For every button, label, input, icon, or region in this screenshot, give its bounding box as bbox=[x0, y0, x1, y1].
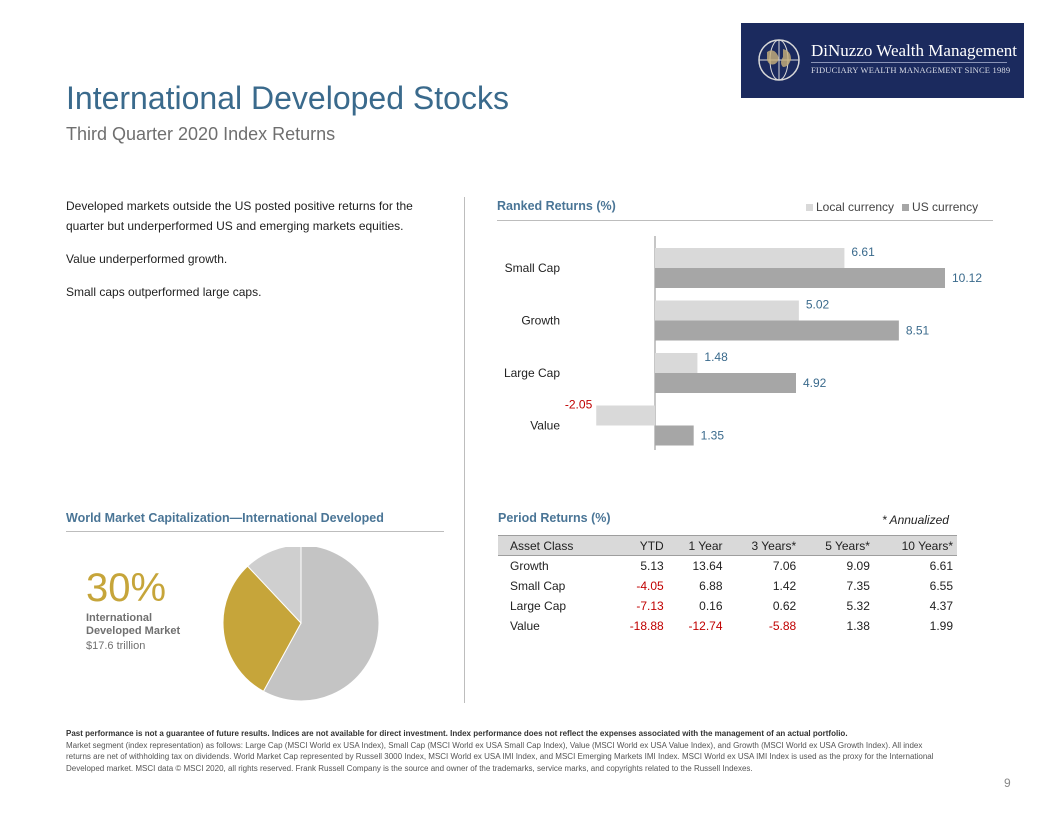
return-cell: -12.74 bbox=[688, 619, 723, 633]
return-cell: 6.61 bbox=[929, 559, 953, 573]
return-cell: -7.13 bbox=[636, 599, 664, 613]
ranked-returns-chart: Small Cap 6.61 10.12 Growth 5.02 8.51 Large Ca… bbox=[504, 236, 982, 450]
category-label: Small Cap bbox=[505, 261, 561, 275]
data-label: 4.92 bbox=[803, 376, 827, 390]
market-cap-label-line: International bbox=[86, 612, 153, 624]
bar-local bbox=[655, 353, 698, 373]
summary-paragraph: Small caps outperformed large caps. bbox=[66, 285, 262, 299]
data-label: 1.48 bbox=[704, 350, 728, 364]
pie-slice bbox=[246, 547, 302, 625]
page-number: 9 bbox=[1004, 776, 1011, 790]
column-header: Asset Class bbox=[498, 535, 609, 556]
market-cap-label-line: Developed Market bbox=[86, 625, 181, 637]
vertical-divider bbox=[464, 197, 465, 703]
disclaimer-text: Market segment (index representation) as… bbox=[66, 740, 934, 773]
legend-label-local: Local currency bbox=[816, 200, 895, 214]
summary-paragraph: Developed markets outside the US posted … bbox=[66, 199, 413, 233]
globe-icon bbox=[758, 39, 800, 81]
bar-us bbox=[655, 268, 945, 288]
data-label: 10.12 bbox=[952, 271, 982, 285]
summary-text: Developed markets outside the US posted … bbox=[66, 196, 438, 315]
return-cell: 7.06 bbox=[772, 559, 797, 573]
return-cell: 5.13 bbox=[640, 559, 664, 573]
return-cell: 1.99 bbox=[929, 619, 953, 633]
data-label: -2.05 bbox=[565, 398, 593, 412]
market-cap-rule bbox=[66, 531, 444, 532]
column-header: 5 Years* bbox=[800, 535, 874, 556]
market-cap-pie-chart bbox=[222, 547, 380, 702]
legend-swatch-us bbox=[902, 203, 910, 211]
column-header: YTD bbox=[608, 535, 668, 556]
return-cell: 4.37 bbox=[929, 599, 953, 613]
market-cap-heading: World Market Capitalization—Internationa… bbox=[66, 511, 384, 525]
ranked-returns-heading: Ranked Returns (%) bbox=[497, 199, 616, 213]
legend-item-us: US currency bbox=[902, 200, 978, 214]
market-cap-label: International Developed Market bbox=[86, 612, 180, 638]
bar-local bbox=[655, 248, 845, 268]
category-label: Growth bbox=[521, 314, 560, 328]
table-row: Value -18.88 -12.74 -5.88 1.38 1.99 bbox=[498, 616, 957, 636]
page-title: International Developed Stocks bbox=[66, 80, 509, 116]
data-label: 5.02 bbox=[806, 298, 830, 312]
data-label: 6.61 bbox=[851, 245, 875, 259]
logo-rule bbox=[811, 62, 1007, 63]
market-cap-percent: 30% bbox=[86, 566, 167, 610]
period-returns-table: Asset Class YTD 1 Year 3 Years* 5 Years*… bbox=[498, 535, 957, 636]
bar-us bbox=[655, 373, 796, 393]
table-row: Growth 5.13 13.64 7.06 9.09 6.61 bbox=[498, 556, 957, 577]
chart-legend: Local currency US currency bbox=[806, 200, 978, 214]
column-header: 1 Year bbox=[667, 535, 727, 556]
return-cell: 0.16 bbox=[699, 599, 723, 613]
ranked-returns-rule bbox=[497, 220, 993, 221]
bar-local bbox=[596, 405, 655, 426]
bar-local bbox=[655, 300, 799, 321]
return-cell: 6.88 bbox=[699, 579, 723, 593]
logo-tagline: FIDUCIARY WEALTH MANAGEMENT SINCE 1989 bbox=[811, 65, 1011, 75]
bar-us bbox=[655, 320, 899, 341]
column-header: 3 Years* bbox=[726, 535, 801, 556]
table-header-row: Asset Class YTD 1 Year 3 Years* 5 Years*… bbox=[498, 535, 957, 556]
return-cell: -4.05 bbox=[636, 579, 664, 593]
market-cap-value: $17.6 trillion bbox=[86, 640, 146, 652]
asset-class-cell: Small Cap bbox=[510, 579, 566, 593]
return-cell: 1.38 bbox=[846, 619, 870, 633]
asset-class-cell: Value bbox=[510, 619, 540, 633]
category-label: Large Cap bbox=[504, 366, 560, 380]
column-header: 10 Years* bbox=[873, 535, 957, 556]
asset-class-cell: Growth bbox=[510, 559, 549, 573]
bar-us bbox=[655, 425, 694, 446]
pie-slice bbox=[222, 565, 302, 693]
return-cell: 13.64 bbox=[692, 559, 723, 573]
return-cell: 1.42 bbox=[772, 579, 797, 593]
asset-class-cell: Large Cap bbox=[510, 599, 567, 613]
legend-label-us: US currency bbox=[912, 200, 979, 214]
legend-item-local: Local currency bbox=[806, 200, 894, 214]
category-label: Value bbox=[530, 419, 560, 433]
period-returns-heading: Period Returns (%) bbox=[498, 511, 611, 525]
disclaimer: Past performance is not a guarantee of f… bbox=[66, 728, 946, 774]
return-cell: -5.88 bbox=[768, 619, 797, 633]
data-label: 1.35 bbox=[701, 429, 725, 443]
return-cell: -18.88 bbox=[629, 619, 664, 633]
return-cell: 0.62 bbox=[772, 599, 797, 613]
table-row: Small Cap -4.05 6.88 1.42 7.35 6.55 bbox=[498, 576, 957, 596]
logo-name: DiNuzzo Wealth Management bbox=[811, 41, 1018, 60]
annualized-note: * Annualized bbox=[882, 513, 949, 527]
legend-swatch-local bbox=[806, 203, 813, 211]
page-subtitle: Third Quarter 2020 Index Returns bbox=[66, 124, 336, 144]
pie-slice bbox=[262, 547, 380, 702]
summary-paragraph: Value underperformed growth. bbox=[66, 252, 228, 266]
company-logo: DiNuzzo Wealth Management FIDUCIARY WEAL… bbox=[741, 23, 1024, 98]
return-cell: 7.35 bbox=[846, 579, 870, 593]
data-label: 8.51 bbox=[906, 324, 930, 338]
return-cell: 9.09 bbox=[846, 559, 870, 573]
disclaimer-bold: Past performance is not a guarantee of f… bbox=[66, 729, 848, 738]
table-row: Large Cap -7.13 0.16 0.62 5.32 4.37 bbox=[498, 596, 957, 616]
return-cell: 6.55 bbox=[929, 579, 953, 593]
return-cell: 5.32 bbox=[846, 599, 870, 613]
